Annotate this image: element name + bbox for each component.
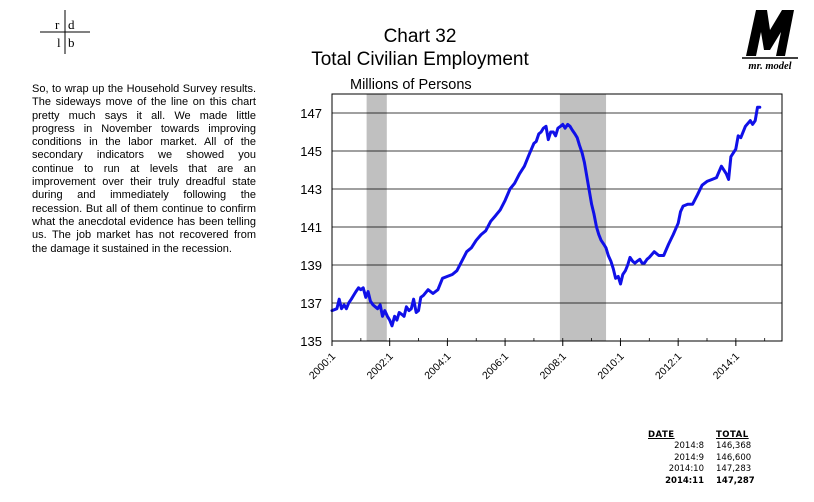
table-row: 2014:11 147,287 [648,476,755,488]
mr-model-logo: mr. model [740,6,800,72]
y-tick-label: 137 [300,296,322,311]
recession-band [366,94,387,341]
logo-letter-d: d [68,17,75,32]
gridlines [332,112,782,342]
x-tick-label: 2008:1 [538,351,569,382]
plot-frame [331,93,783,342]
y-tick-label: 139 [300,258,322,273]
table-cell-date: 2014:11 [665,475,704,486]
table-cell-total: 146,368 [716,441,752,451]
units-label: Millions of Persons [350,77,472,93]
recession-shading [366,94,607,341]
logo-letter-r: r [55,17,60,32]
table-cell-date: 2014:10 [668,464,704,474]
table-row: 2014:10 147,283 [648,464,755,476]
logo-letter-l: l [57,35,61,50]
x-axis: 2000:1 2002:1 2004:1 2006:1 2008:1 2010:1 2012… [307,338,766,382]
x-tick-label: 2006:1 [480,351,511,382]
table-cell-total: 147,287 [716,475,755,486]
table-header-date: DATE [648,430,675,440]
table-cell-total: 147,283 [716,464,752,474]
y-tick-label: 135 [300,334,322,349]
chart-subtitle: Total Civilian Employment [311,49,529,70]
recent-values-table: DATE TOTAL 2014:8 146,368 2014:9 146,600… [648,430,755,487]
y-tick-label: 147 [300,106,322,121]
x-tick-label: 2010:1 [595,351,626,382]
x-tick-label: 2002:1 [365,351,396,382]
rdlb-logo: r d l b [40,10,90,56]
table-row: 2014:9 146,600 [648,453,755,465]
recession-band [559,94,607,341]
logo-letter-b: b [68,35,75,50]
rdlb-cross-lines [40,10,90,54]
chart-title: Chart 32 [383,26,457,47]
series-line-employment [330,105,762,328]
x-tick-label: 2014:1 [711,351,742,382]
table-row: 2014:8 146,368 [648,441,755,453]
table-cell-date: 2014:9 [674,452,704,463]
x-tick-label: 2012:1 [653,351,684,382]
narrative-text: So, to wrap up the Household Survey resu… [32,83,256,255]
chart-title-block: Chart 32 Total Civilian Employment [270,26,570,72]
mr-model-logo-mark: mr. model [742,10,798,72]
y-tick-label: 141 [300,220,322,235]
table-cell-total: 146,600 [716,452,752,463]
y-tick-label: 145 [300,144,322,159]
x-tick-label: 2004:1 [422,351,453,382]
x-tick-label: 2000:1 [307,351,338,382]
y-tick-label: 143 [300,182,322,197]
mr-model-logo-text: mr. model [748,61,791,72]
y-axis: 135 137 139 141 143 145 147 [300,106,322,349]
table-cell-date: 2014:8 [674,441,704,451]
table-header-total: TOTAL [716,430,749,440]
